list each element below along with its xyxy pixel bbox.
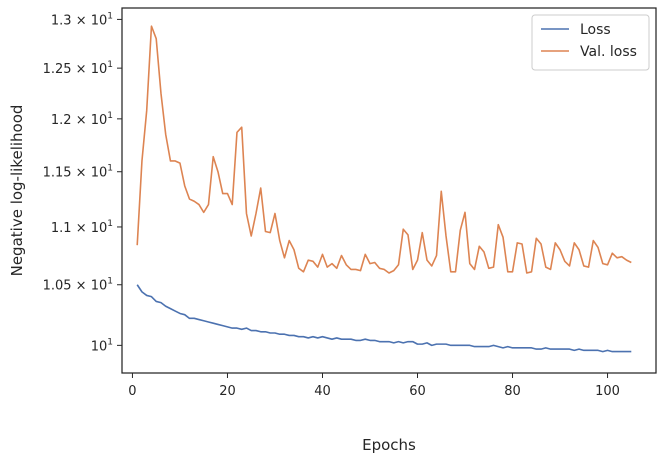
y-tick-label: 1.3 × 101 bbox=[51, 11, 113, 28]
x-tick-label: 60 bbox=[409, 384, 426, 399]
x-tick-label: 0 bbox=[128, 384, 136, 399]
series-line-loss bbox=[136, 284, 632, 353]
x-tick-label: 100 bbox=[595, 384, 620, 399]
series-line-val-loss bbox=[136, 25, 632, 274]
y-tick-label: 1.1 × 101 bbox=[51, 219, 113, 236]
x-axis-label: Epochs bbox=[362, 436, 416, 454]
y-tick-label: 1.15 × 101 bbox=[43, 164, 113, 181]
plot-lines bbox=[136, 25, 632, 353]
y-axis-label: Negative log-likelihood bbox=[8, 105, 26, 277]
y-tick-label: 1.2 × 101 bbox=[51, 111, 113, 128]
legend: Loss Val. loss bbox=[531, 14, 650, 71]
legend-label-loss: Loss bbox=[580, 22, 611, 38]
x-tick-label: 20 bbox=[219, 384, 236, 399]
y-tick-label: 1.05 × 101 bbox=[43, 277, 113, 294]
plot-frame bbox=[121, 7, 657, 374]
x-tick-label: 80 bbox=[504, 384, 521, 399]
x-axis-ticks: 0 20 40 60 80 100 bbox=[128, 373, 620, 399]
x-tick-label: 40 bbox=[314, 384, 331, 399]
y-tick-label: 1.25 × 101 bbox=[43, 60, 113, 77]
y-tick-label: 101 bbox=[91, 337, 113, 354]
y-axis-ticks: 101 1.05 × 101 1.1 × 101 1.15 × 101 1.2 × 10… bbox=[43, 11, 122, 354]
legend-label-val-loss: Val. loss bbox=[580, 44, 637, 60]
